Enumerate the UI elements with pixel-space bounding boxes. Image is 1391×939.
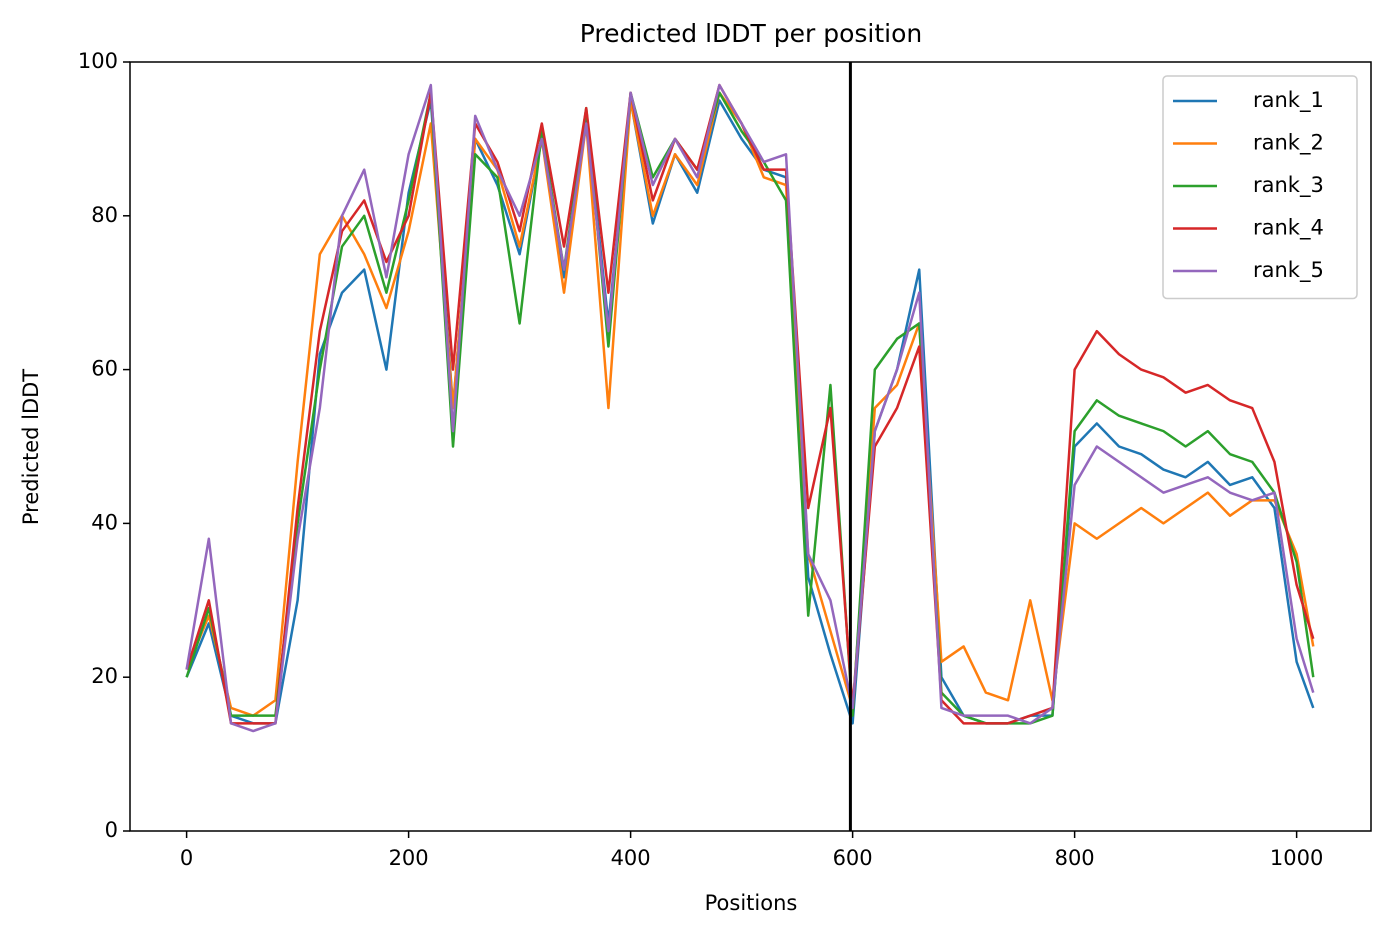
series-line — [185, 83, 1315, 725]
series-line — [185, 83, 1315, 733]
x-axis-label: Positions — [705, 891, 798, 915]
x-tick-label: 600 — [833, 846, 873, 870]
y-tick-label: 40 — [91, 510, 118, 534]
y-tick-label: 80 — [91, 203, 118, 227]
x-tick-label: 800 — [1055, 846, 1095, 870]
x-tick-label: 1000 — [1270, 846, 1323, 870]
x-tick-label: 400 — [611, 846, 651, 870]
y-tick-label: 60 — [91, 357, 118, 381]
legend-label: rank_1 — [1253, 88, 1324, 113]
legend-label: rank_3 — [1253, 173, 1324, 198]
legend-label: rank_5 — [1253, 258, 1324, 283]
series-line — [185, 91, 1315, 717]
y-tick-label: 20 — [91, 664, 118, 688]
x-tick-label: 200 — [389, 846, 429, 870]
legend-label: rank_2 — [1253, 131, 1324, 156]
y-tick-label: 0 — [105, 818, 118, 842]
legend-label: rank_4 — [1253, 216, 1324, 241]
y-axis-label: Predicted lDDT — [19, 369, 43, 525]
series-line — [185, 99, 1315, 725]
chart-title: Predicted lDDT per position — [580, 19, 922, 48]
legend-box — [1162, 75, 1358, 300]
plot-frame — [129, 61, 1372, 832]
y-tick-label: 100 — [78, 49, 118, 73]
x-tick-label: 0 — [180, 846, 193, 870]
